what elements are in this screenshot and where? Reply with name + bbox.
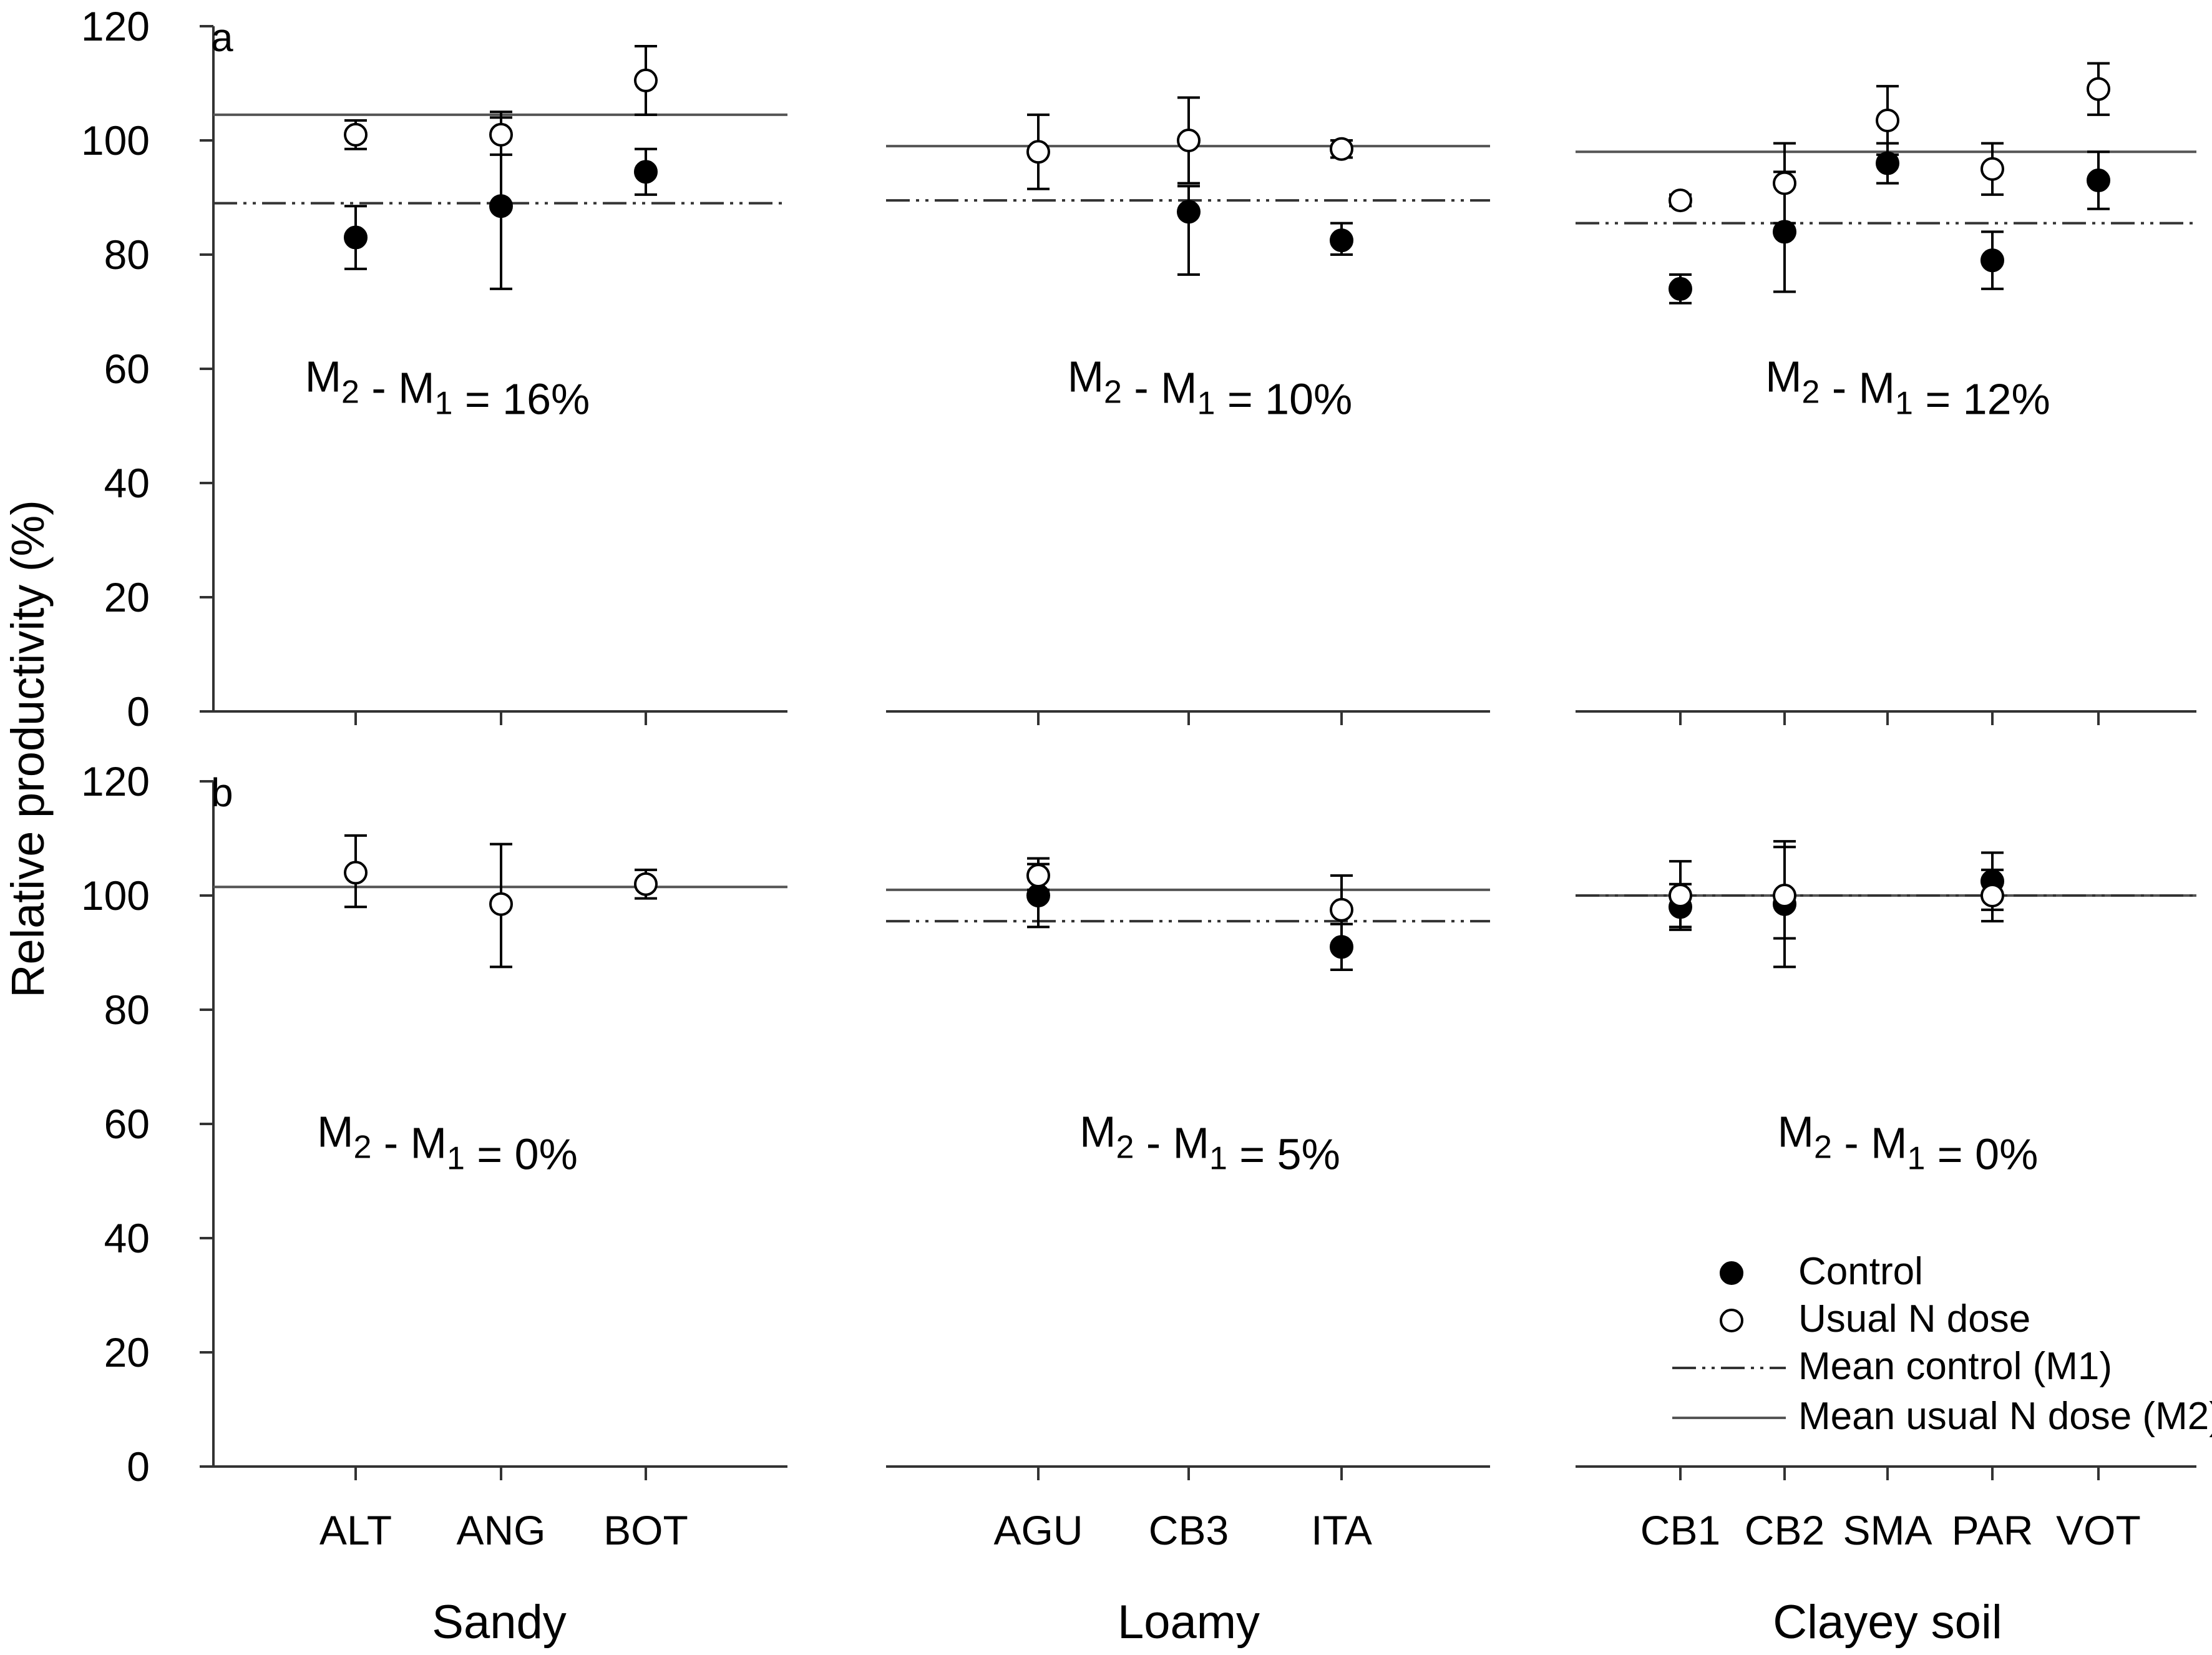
usual-point (1026, 140, 1050, 164)
usual-point (489, 122, 513, 147)
usual-point (1669, 188, 1692, 213)
usual-point (344, 861, 368, 885)
y-tick-label: 100 (81, 117, 150, 164)
difference-annotation: M2 - M1 = 0% (317, 1108, 578, 1179)
control-point (489, 194, 513, 218)
site-label: CB2 (1745, 1507, 1825, 1553)
y-tick-label: 40 (104, 460, 150, 506)
legend-label: Mean usual N dose (M2) (1798, 1395, 2212, 1438)
panel-letter: a (211, 15, 233, 60)
control-point (344, 225, 368, 250)
y-tick-label: 120 (81, 3, 150, 49)
legend-label: Mean control (M1) (1798, 1345, 2112, 1388)
group-label: Loamy (1118, 1596, 1260, 1649)
usual-point (1876, 108, 1899, 132)
site-label: VOT (2056, 1507, 2141, 1553)
y-tick-label: 80 (104, 987, 150, 1033)
control-point (1330, 228, 1353, 253)
site-label: SMA (1843, 1507, 1932, 1553)
usual-point (1981, 157, 2004, 181)
group-label: Sandy (432, 1596, 567, 1649)
site-label: AGU (993, 1507, 1083, 1553)
mean-lines-layer (213, 113, 2196, 923)
legend-usual-marker (1720, 1309, 1743, 1332)
site-label: CB3 (1149, 1507, 1229, 1553)
usual-point (634, 872, 658, 896)
site-label: ALT (319, 1507, 392, 1553)
difference-annotation: M2 - M1 = 5% (1079, 1108, 1340, 1179)
difference-annotation: M2 - M1 = 0% (1778, 1108, 2039, 1179)
y-tick-label: 0 (127, 688, 150, 735)
y-tick-label: 60 (104, 346, 150, 392)
usual-point (2087, 77, 2110, 101)
axes-layer (200, 25, 2196, 1480)
control-point (634, 160, 658, 184)
control-point (1177, 200, 1201, 224)
usual-point (1773, 171, 1796, 195)
control-point (1669, 276, 1692, 301)
difference-annotation: M2 - M1 = 10% (1068, 353, 1353, 424)
usual-point (1330, 897, 1353, 922)
panel-letter: b (211, 770, 233, 815)
y-tick-label: 80 (104, 232, 150, 278)
control-point (2087, 168, 2110, 193)
difference-annotation: M2 - M1 = 12% (1765, 353, 2050, 424)
control-point (1981, 248, 2004, 273)
legend-label: Control (1798, 1250, 1923, 1293)
usual-point (1177, 129, 1201, 152)
usual-point (1026, 863, 1050, 887)
site-label: ITA (1311, 1507, 1372, 1553)
legend-label: Usual N dose (1798, 1297, 2030, 1340)
y-tick-label: 20 (104, 1329, 150, 1375)
usual-point (1981, 884, 2004, 907)
points-layer (344, 45, 2110, 971)
y-tick-label: 60 (104, 1101, 150, 1147)
difference-annotation: M2 - M1 = 16% (305, 353, 590, 424)
y-tick-label: 120 (81, 758, 150, 804)
usual-point (1330, 137, 1353, 161)
y-tick-label: 40 (104, 1215, 150, 1261)
usual-point (489, 892, 513, 916)
site-label: ANG (456, 1507, 545, 1553)
y-tick-label: 100 (81, 872, 150, 919)
site-label: CB1 (1640, 1507, 1720, 1553)
group-label: Clayey soil (1773, 1596, 2002, 1649)
usual-point (1773, 884, 1796, 907)
y-axis-label: Relative productivity (%) (2, 500, 54, 998)
usual-point (344, 122, 368, 147)
y-tick-label: 0 (127, 1443, 150, 1490)
usual-point (634, 68, 658, 92)
labels-layer: 0 20 40 60 80 100 120 a M2 - M1 = 16% M2 - M1 = 1… (81, 3, 2141, 1649)
usual-point (1669, 884, 1692, 907)
legend-control-marker (1720, 1261, 1743, 1285)
y-tick-label: 20 (104, 574, 150, 620)
site-label: BOT (603, 1507, 688, 1553)
site-label: PAR (1952, 1507, 2034, 1553)
